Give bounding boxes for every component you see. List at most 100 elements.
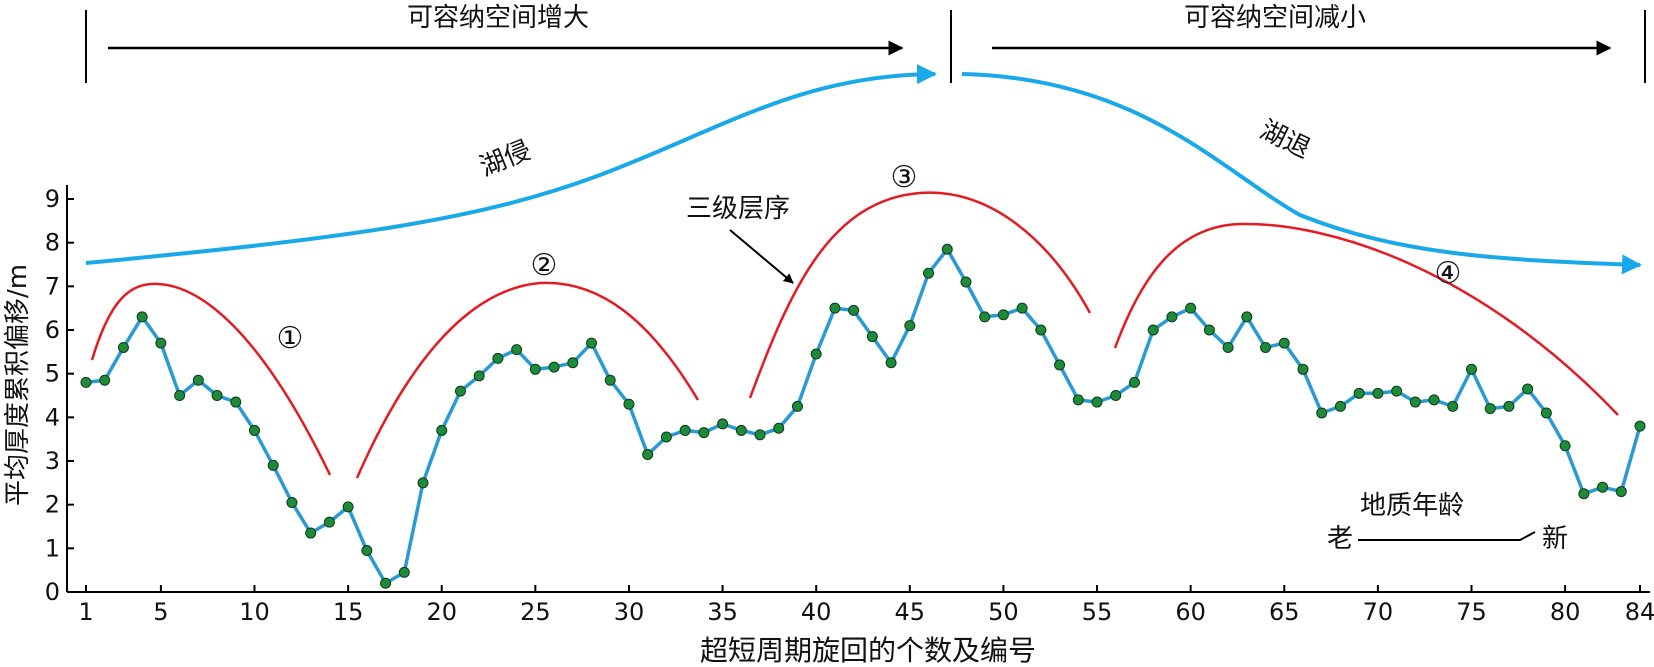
- data-point: [754, 429, 766, 441]
- data-point: [1260, 341, 1272, 353]
- data-point: [398, 566, 410, 578]
- x-tick-label: 70: [1363, 598, 1394, 626]
- age-new-label: 新: [1542, 524, 1568, 554]
- data-point: [1559, 440, 1571, 452]
- x-tick-label: 84: [1625, 598, 1654, 626]
- data-point: [735, 424, 747, 436]
- space-increase-label: 可容纳空间增大: [407, 3, 589, 33]
- space-decrease-label: 可容纳空间减小: [1184, 3, 1366, 33]
- data-point: [773, 422, 785, 434]
- data-point: [1110, 390, 1122, 401]
- data-point: [1522, 383, 1534, 395]
- data-point: [960, 276, 972, 288]
- data-point: [604, 374, 616, 386]
- x-tick-label: 65: [1269, 598, 1300, 626]
- x-axis-label: 超短周期旋回的个数及编号: [700, 634, 1036, 667]
- regression-arrow: [961, 72, 1642, 275]
- data-point: [99, 374, 111, 386]
- data-point: [1597, 481, 1609, 493]
- data-point: [1072, 394, 1084, 406]
- x-tick-label: 80: [1550, 598, 1581, 626]
- data-point: [885, 357, 897, 369]
- data-point: [997, 309, 1009, 321]
- data-point: [1578, 488, 1590, 500]
- data-point: [1391, 385, 1403, 397]
- data-point: [1035, 324, 1047, 336]
- data-point: [1297, 363, 1309, 375]
- data-point: [660, 431, 672, 443]
- x-tick-label: 75: [1456, 598, 1487, 626]
- data-point: [717, 418, 729, 430]
- x-tick-label: 60: [1175, 598, 1206, 626]
- data-point: [866, 331, 878, 343]
- data-point: [1203, 324, 1215, 336]
- cycle-curve-3: [748, 191, 1092, 399]
- data-point: [810, 348, 822, 360]
- y-tick-label: 1: [45, 534, 60, 562]
- transgression-arrow: [85, 64, 937, 265]
- regression-label: 湖退: [1255, 115, 1315, 165]
- cycle-3-label: ③: [891, 160, 918, 195]
- sequence-label: 三级层序: [686, 194, 790, 224]
- data-point: [829, 302, 841, 314]
- data-point: [511, 344, 523, 356]
- cycle-curve-4: [1113, 222, 1619, 416]
- x-tick-label: 45: [895, 598, 926, 626]
- x-tick-label: 50: [988, 598, 1019, 626]
- data-point: [1540, 407, 1552, 419]
- data-point: [1128, 376, 1140, 388]
- data-point: [1278, 337, 1290, 349]
- data-point: [623, 398, 635, 410]
- cycle-curve-1: [90, 282, 332, 476]
- data-point: [698, 427, 710, 439]
- data-point: [1372, 387, 1384, 399]
- data-point: [473, 370, 485, 382]
- y-tick-label: 2: [45, 491, 60, 519]
- age-bar: [1358, 531, 1536, 541]
- data-point: [904, 320, 916, 332]
- y-tick-label: 6: [45, 316, 60, 344]
- data-point: [923, 267, 935, 279]
- data-point: [529, 363, 541, 375]
- age-old-label: 老: [1327, 524, 1353, 554]
- transgression-label: 湖侵: [476, 135, 535, 182]
- data-point: [1147, 324, 1159, 336]
- data-point: [567, 357, 579, 369]
- data-point: [1054, 359, 1066, 371]
- data-point: [1166, 311, 1178, 323]
- data-point: [136, 311, 148, 323]
- sequence-pointer-arrow: [729, 229, 794, 284]
- x-tick-label: 40: [801, 598, 832, 626]
- data-point: [1334, 400, 1346, 412]
- age-title: 地质年龄: [1360, 491, 1464, 521]
- x-tick-label: 25: [520, 598, 551, 626]
- x-tick-label: 30: [614, 598, 645, 626]
- data-point: [230, 396, 242, 408]
- data-point: [1634, 420, 1646, 432]
- data-point: [586, 337, 598, 349]
- data-point: [548, 361, 560, 373]
- cycle-4-label: ④: [1435, 256, 1462, 291]
- x-tick-label: 55: [1082, 598, 1113, 626]
- y-tick-label: 7: [45, 272, 60, 300]
- data-point: [286, 496, 298, 508]
- data-point: [174, 390, 186, 401]
- data-point: [249, 424, 261, 436]
- data-point: [941, 243, 953, 255]
- cycle-1-label: ①: [277, 321, 304, 356]
- data-point: [1316, 407, 1328, 419]
- data-point: [1353, 387, 1365, 399]
- data-point: [1615, 486, 1627, 498]
- y-tick-label: 3: [45, 447, 60, 475]
- x-axis-ticks: 1 5 10 15 20 25 30 35 40 45 50 55 60 65 70 75 80 84: [78, 585, 1654, 626]
- data-point: [1241, 311, 1253, 323]
- data-point: [642, 448, 654, 460]
- x-tick-label: 35: [707, 598, 738, 626]
- y-tick-label: 0: [45, 578, 60, 606]
- series-points: [80, 243, 1646, 589]
- data-point: [155, 337, 167, 349]
- data-point: [454, 385, 466, 397]
- data-point: [1185, 302, 1197, 314]
- data-point: [1016, 302, 1028, 314]
